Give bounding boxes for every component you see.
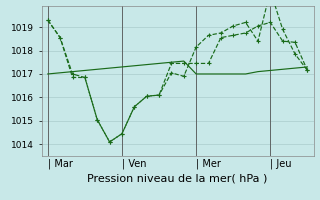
- X-axis label: Pression niveau de la mer( hPa ): Pression niveau de la mer( hPa ): [87, 173, 268, 183]
